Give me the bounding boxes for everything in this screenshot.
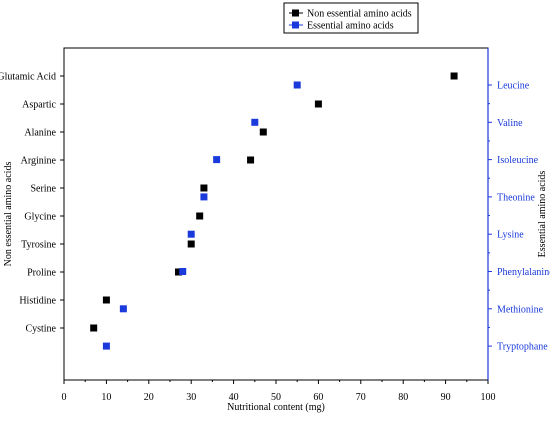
x-axis-title: Nutritional content (mg) xyxy=(227,402,325,413)
x-tick-label: 10 xyxy=(101,392,111,403)
left-category-label: Arginine xyxy=(21,156,57,167)
essential-point xyxy=(179,268,187,275)
x-tick-label: 20 xyxy=(144,392,154,403)
essential-point xyxy=(213,156,221,164)
non-essential-point xyxy=(174,268,182,276)
non-essential-point xyxy=(187,240,195,248)
non-essential-point xyxy=(90,324,98,332)
right-category-label: Tryptophane xyxy=(497,342,548,353)
left-category-label: Serine xyxy=(30,184,56,195)
left-category-label: Cystine xyxy=(25,324,56,335)
right-category-label: Lysine xyxy=(497,230,524,241)
x-tick-label: 30 xyxy=(186,392,196,403)
left-category-label: Alanine xyxy=(24,128,56,139)
right-category-label: Valine xyxy=(497,118,523,129)
non-essential-point xyxy=(247,156,255,164)
right-category-label: Phenylalanine xyxy=(497,267,550,278)
right-category-label: Theonine xyxy=(497,192,535,203)
right-category-label: Leucine xyxy=(497,81,530,92)
non-essential-point xyxy=(259,128,267,136)
non-essential-point xyxy=(196,212,204,220)
legend-box xyxy=(283,2,419,34)
essential-point xyxy=(102,342,110,350)
x-tick-label: 40 xyxy=(229,392,239,403)
essential-point xyxy=(119,305,127,313)
legend-label: Essential amino acids xyxy=(307,21,394,32)
x-tick-label: 0 xyxy=(62,392,67,403)
essential-point xyxy=(187,230,195,238)
right-axis-title: Essential amino acids xyxy=(537,171,548,258)
legend-marker xyxy=(292,9,299,17)
left-axis-title: Non essential amino acids xyxy=(3,162,14,267)
left-category-label: Glutamic Acid xyxy=(0,72,56,83)
essential-point xyxy=(251,118,259,126)
left-category-label: Glycine xyxy=(24,212,56,223)
left-category-label: Histidine xyxy=(19,296,56,307)
x-tick-label: 90 xyxy=(441,392,451,403)
right-category-label: Isoleucine xyxy=(497,155,539,166)
non-essential-point xyxy=(200,184,208,192)
x-tick-label: 80 xyxy=(398,392,408,403)
x-tick-label: 100 xyxy=(481,392,496,403)
left-category-label: Aspartic xyxy=(22,100,56,111)
right-category-label: Methionine xyxy=(497,304,544,315)
legend-marker xyxy=(292,21,299,29)
non-essential-point xyxy=(450,72,458,80)
left-category-label: Tyrosine xyxy=(21,240,56,251)
x-tick-label: 50 xyxy=(271,392,281,403)
left-category-label: Proline xyxy=(27,268,56,279)
plot-frame xyxy=(63,47,489,381)
non-essential-point xyxy=(314,100,322,108)
non-essential-point xyxy=(102,296,110,304)
essential-point xyxy=(200,193,208,201)
x-tick-label: 60 xyxy=(313,392,323,403)
essential-point xyxy=(293,81,301,89)
legend-label: Non essential amino acids xyxy=(307,9,412,20)
x-tick-label: 70 xyxy=(356,392,366,403)
